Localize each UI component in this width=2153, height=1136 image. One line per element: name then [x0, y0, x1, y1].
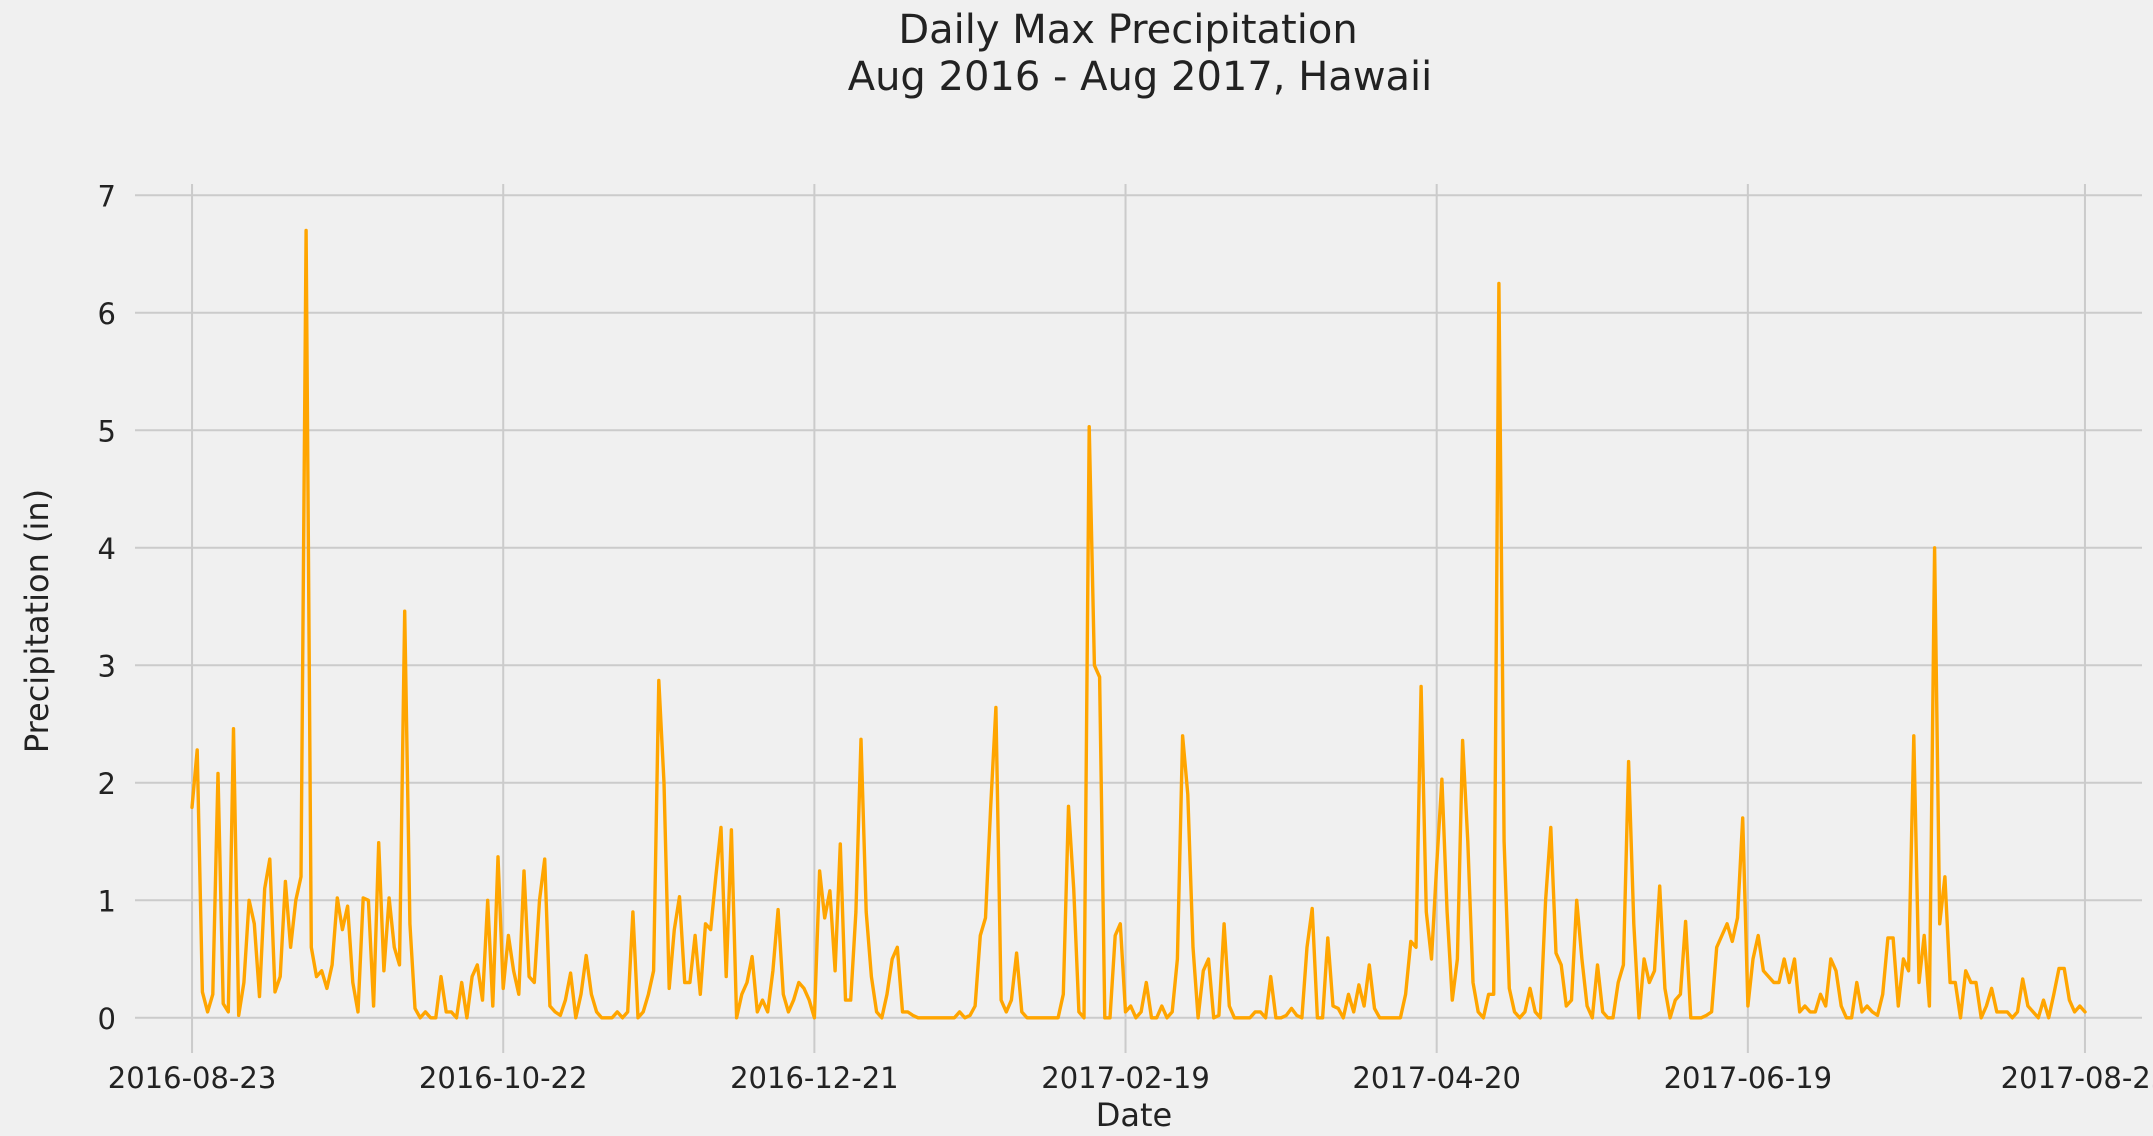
x-tick-label: 2017-02-19 — [1041, 1061, 1210, 1095]
y-tick-label: 6 — [98, 297, 116, 331]
x-tick-label: 2017-08-23 — [2001, 1061, 2153, 1095]
x-tick-label: 2016-12-21 — [730, 1061, 899, 1095]
x-tick-label: 2017-04-20 — [1352, 1061, 1521, 1095]
precipitation-line — [190, 228, 2087, 1020]
y-tick-label: 0 — [98, 1002, 116, 1036]
y-tick-label: 4 — [98, 532, 116, 566]
y-tick-label: 5 — [98, 414, 116, 448]
x-tick-label: 2016-08-23 — [108, 1061, 277, 1095]
x-tick-label: 2017-06-19 — [1664, 1061, 1833, 1095]
y-tick-label: 2 — [98, 767, 116, 801]
x-axis-label: Date — [1096, 1096, 1172, 1134]
chart-title: Daily Max Precipitation — [898, 7, 1357, 53]
y-tick-label: 7 — [98, 179, 116, 213]
series-layer — [190, 228, 2087, 1020]
x-tick-label: 2016-10-22 — [419, 1061, 588, 1095]
y-axis-ticks: 0 1 2 3 4 5 6 7 — [98, 179, 116, 1036]
chart-subtitle: Aug 2016 - Aug 2017, Hawaii — [848, 54, 1433, 100]
grid — [135, 184, 2142, 1053]
y-axis-label: Precipitation (in) — [18, 489, 56, 753]
y-tick-label: 1 — [98, 884, 116, 918]
y-tick-label: 3 — [98, 649, 116, 683]
x-axis-ticks: 2016-08-23 2016-10-22 2016-12-21 2017-02-19… — [108, 1061, 2153, 1095]
